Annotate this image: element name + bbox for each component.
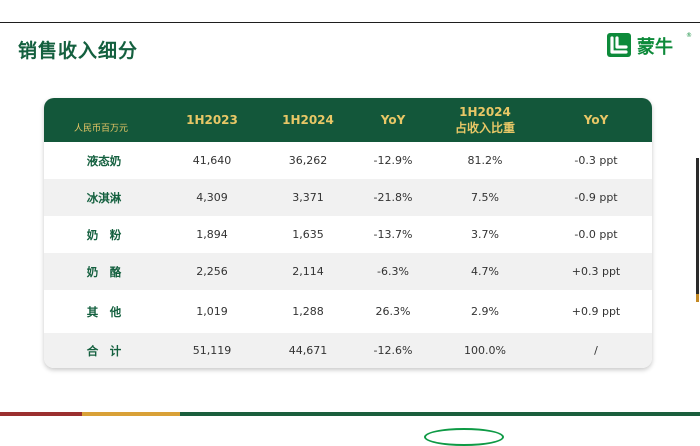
value-share-yoy: -0.0 ppt <box>574 228 618 241</box>
table-row: 其 他 1,019 1,288 26.3% 2.9% +0.9 ppt <box>44 290 652 333</box>
value-share: 3.7% <box>471 228 499 241</box>
table-header-row: 人民币百万元 1H2023 1H2024 YoY 1H2024 占收入比重 Yo… <box>44 98 652 142</box>
footer-bar-red <box>0 412 82 416</box>
table-row: 冰淇淋 4,309 3,371 -21.8% 7.5% -0.9 ppt <box>44 179 652 216</box>
footer-bar-green <box>180 412 700 416</box>
value-yoy: -21.8% <box>373 191 413 204</box>
table-total-row: 合 计 51,119 44,671 -12.6% 100.0% / <box>44 333 652 368</box>
right-edge-marker-tip <box>696 294 699 302</box>
value-yoy: -6.3% <box>377 265 409 278</box>
category-cell: 其 他 <box>86 304 122 319</box>
registered-mark: ® <box>686 32 692 39</box>
value-1h2024: 1,635 <box>292 228 324 241</box>
footer-decoration <box>424 428 504 446</box>
value-1h2023: 1,894 <box>196 228 228 241</box>
unit-label: 人民币百万元 <box>74 124 129 134</box>
value-share: 2.9% <box>471 305 499 318</box>
value-1h2024: 3,371 <box>292 191 324 204</box>
mengniu-logo-icon <box>607 33 631 57</box>
category-cell: 液态奶 <box>86 153 122 168</box>
category-cell: 合 计 <box>86 343 122 358</box>
value-1h2023: 4,309 <box>196 191 228 204</box>
header-1h2024: 1H2024 <box>282 113 334 127</box>
value-1h2023: 1,019 <box>196 305 228 318</box>
value-share: 100.0% <box>464 344 506 357</box>
header-revenue-share-period: 1H2024 <box>459 105 511 119</box>
value-1h2024: 36,262 <box>288 154 328 167</box>
value-yoy: -12.6% <box>373 344 413 357</box>
header-revenue-share: 1H2024 占收入比重 <box>430 98 540 142</box>
top-divider <box>0 22 700 23</box>
value-share-yoy: -0.9 ppt <box>574 191 618 204</box>
mengniu-logo: 蒙牛 ® <box>606 32 692 60</box>
value-1h2024: 44,671 <box>288 344 328 357</box>
value-yoy: 26.3% <box>375 305 411 318</box>
value-1h2023: 2,256 <box>196 265 228 278</box>
page-title: 销售收入细分 <box>18 40 139 62</box>
value-share-yoy: / <box>594 344 598 357</box>
header-share-yoy: YoY <box>583 113 609 127</box>
footer-bar-gold <box>82 412 180 416</box>
value-1h2023: 41,640 <box>192 154 232 167</box>
table-row: 奶 粉 1,894 1,635 -13.7% 3.7% -0.0 ppt <box>44 216 652 253</box>
header-revenue-share-label: 占收入比重 <box>454 121 515 135</box>
value-share-yoy: -0.3 ppt <box>574 154 618 167</box>
value-share: 81.2% <box>467 154 503 167</box>
value-yoy: -13.7% <box>373 228 413 241</box>
sales-breakdown-table: 人民币百万元 1H2023 1H2024 YoY 1H2024 占收入比重 Yo… <box>44 98 652 368</box>
value-1h2024: 1,288 <box>292 305 324 318</box>
value-share: 7.5% <box>471 191 499 204</box>
logo-wordmark: 蒙牛 <box>637 37 673 58</box>
table-row: 液态奶 41,640 36,262 -12.9% 81.2% -0.3 ppt <box>44 142 652 179</box>
value-1h2024: 2,114 <box>292 265 324 278</box>
value-share-yoy: +0.9 ppt <box>571 305 621 318</box>
header-yoy: YoY <box>380 113 406 127</box>
value-share: 4.7% <box>471 265 499 278</box>
table-row: 奶 酪 2,256 2,114 -6.3% 4.7% +0.3 ppt <box>44 253 652 290</box>
category-cell: 冰淇淋 <box>86 190 122 205</box>
header-1h2023: 1H2023 <box>186 113 238 127</box>
value-yoy: -12.9% <box>373 154 413 167</box>
category-cell: 奶 酪 <box>86 264 122 279</box>
right-edge-marker <box>696 158 699 302</box>
unit-header: 人民币百万元 <box>44 98 164 142</box>
value-1h2023: 51,119 <box>192 344 232 357</box>
category-cell: 奶 粉 <box>86 227 122 242</box>
value-share-yoy: +0.3 ppt <box>571 265 621 278</box>
